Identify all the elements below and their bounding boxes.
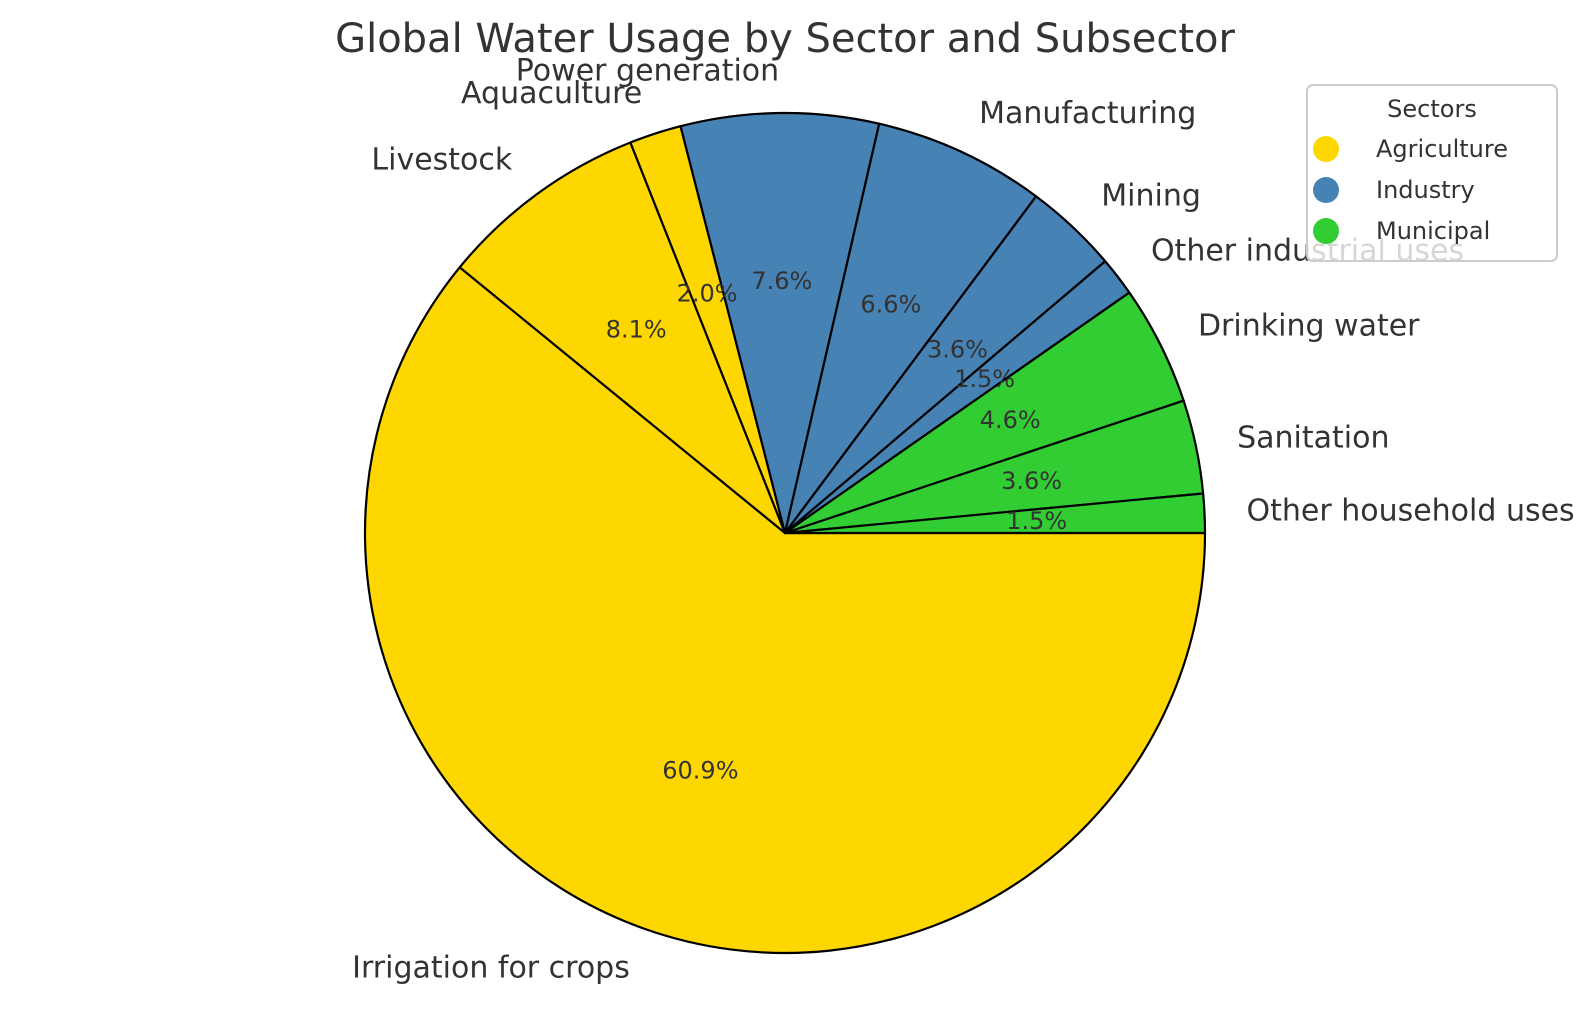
percent-label-mining: 3.6% xyxy=(927,335,988,363)
percent-labels-layer: 60.9%8.1%2.0% 7.6%6.6%3.6%1.5%4.6%3.6%1.5… xyxy=(606,267,1067,784)
legend-label-industry: Industry xyxy=(1376,176,1475,204)
legend-label-municipal: Municipal xyxy=(1376,217,1490,245)
slice-label-manufacturing: Manufacturing xyxy=(979,96,1196,131)
percent-label-aquaculture: 2.0% xyxy=(677,279,738,307)
slice-label-aquaculture: Aquaculture xyxy=(461,76,642,111)
pie-slice-livestock xyxy=(458,141,787,535)
percent-label-other-household-uses: 1.5% xyxy=(1006,507,1067,535)
legend-title: Sectors xyxy=(1387,95,1477,123)
legend-marker-municipal xyxy=(1313,218,1339,244)
legend-marker-agriculture xyxy=(1313,136,1339,162)
slice-label-sanitation: Sanitation xyxy=(1237,420,1389,455)
slice-label-other-household-uses: Other household uses xyxy=(1246,494,1574,529)
legend-frame xyxy=(1306,84,1558,262)
slice-label-mining: Mining xyxy=(1101,179,1201,214)
percent-label-irrigation-for-crops: 60.9% xyxy=(662,756,738,784)
legend: Sectors Agriculture Industry Municipal xyxy=(1306,84,1558,262)
percent-label-drinking-water: 4.6% xyxy=(980,406,1041,434)
percent-label-manufacturing: 6.6% xyxy=(860,290,921,318)
slice-label-irrigation-for-crops: Irrigation for crops xyxy=(352,951,630,986)
percent-label-sanitation: 3.6% xyxy=(1001,467,1062,495)
percent-label-other-industrial-uses: 1.5% xyxy=(954,365,1015,393)
legend-marker-industry xyxy=(1313,177,1339,203)
percent-label-power-generation: 7.6% xyxy=(751,267,812,295)
pie-slice-power-generation xyxy=(679,111,881,535)
slice-label-drinking-water: Drinking water xyxy=(1198,308,1420,343)
pie-slice-other-household-uses xyxy=(783,492,1207,535)
chart-title: Global Water Usage by Sector and Subsect… xyxy=(335,16,1235,62)
slice-label-power-generation: Power generation xyxy=(516,54,779,89)
slices-layer xyxy=(363,111,1207,955)
pie-slice-irrigation-for-crops xyxy=(363,266,1207,955)
legend-entries: Agriculture Industry Municipal xyxy=(1313,135,1508,245)
slice-label-livestock: Livestock xyxy=(371,143,513,178)
pie-slice-manufacturing xyxy=(783,122,1038,535)
percent-label-livestock: 8.1% xyxy=(606,316,667,344)
legend-label-agriculture: Agriculture xyxy=(1376,135,1508,163)
